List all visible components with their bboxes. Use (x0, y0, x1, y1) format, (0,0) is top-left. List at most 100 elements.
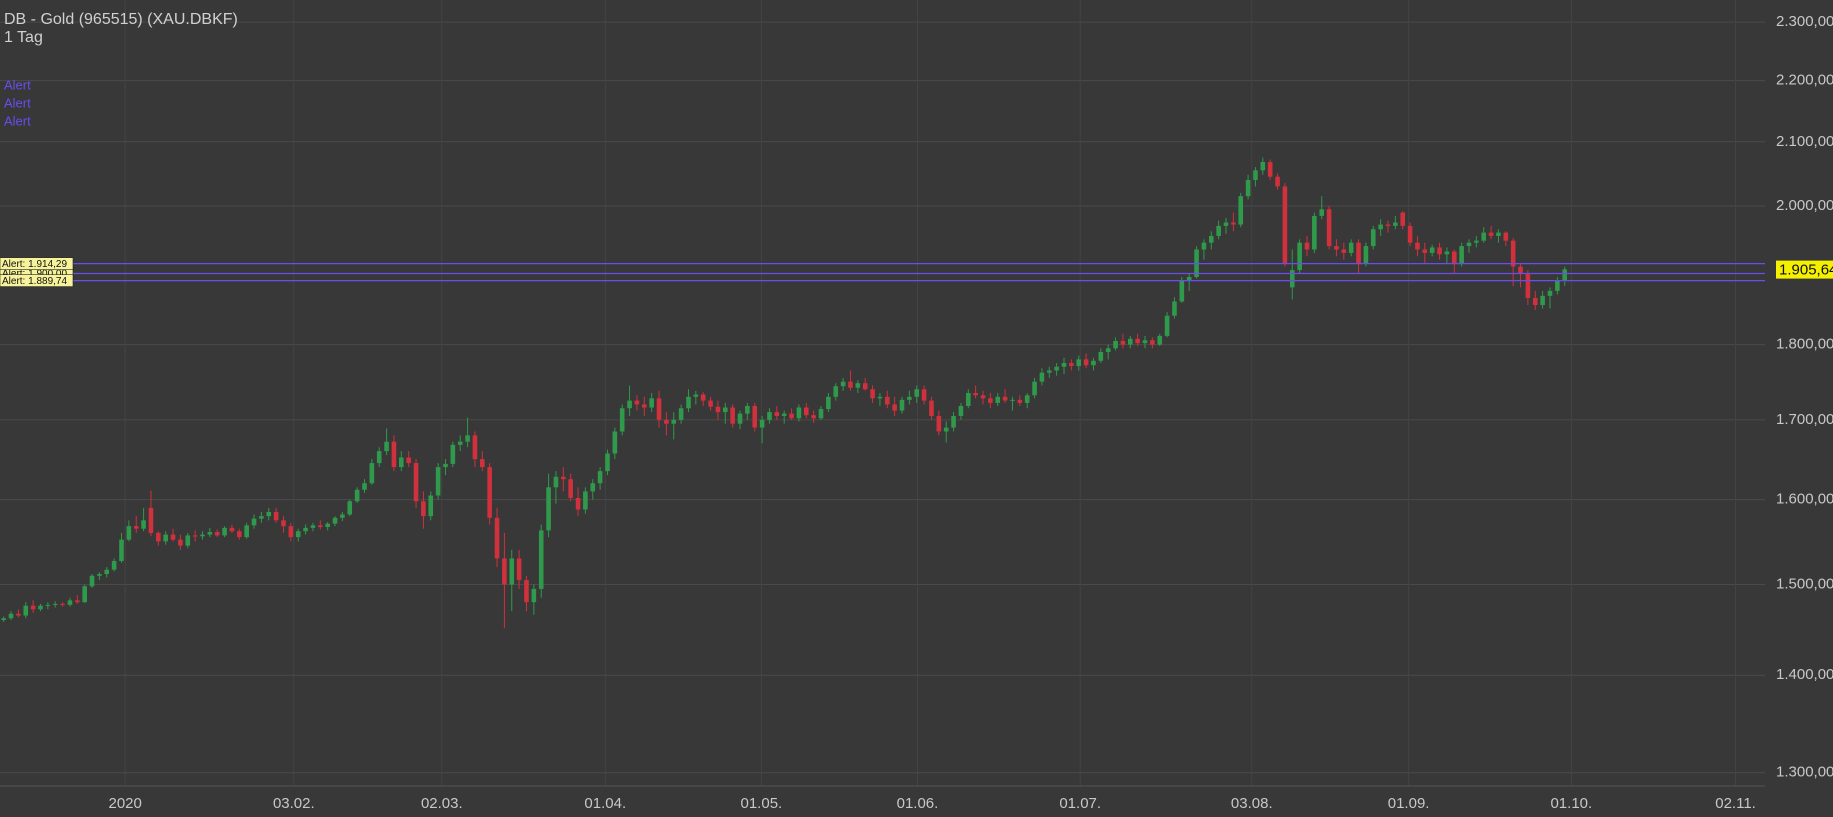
candle-body (494, 517, 500, 559)
candle-body (75, 600, 80, 603)
candle-body (855, 383, 861, 388)
candle-body (222, 527, 227, 536)
candle-body (575, 497, 581, 510)
candle-body (288, 526, 294, 538)
candle-body (399, 457, 404, 468)
alert-label-box (0, 274, 74, 287)
candle-body (1400, 212, 1406, 226)
candle-body (273, 511, 279, 521)
candle-body (560, 476, 566, 480)
candle-body (237, 531, 242, 538)
candle-body (1319, 209, 1325, 216)
x-tick-label: 01.09. (1388, 795, 1430, 812)
candle-body (1503, 232, 1509, 241)
candle-body (347, 501, 353, 515)
candle-body (1407, 225, 1413, 243)
candle-body (1393, 222, 1398, 226)
candle-body (914, 389, 920, 397)
y-tick-label: 2.000,00 (1776, 197, 1833, 214)
candle-body (1348, 242, 1354, 253)
candle-body (251, 518, 257, 526)
candle-body (538, 530, 544, 589)
candle-body (678, 408, 684, 420)
candle-body (318, 525, 323, 528)
y-tick-label: 1.300,00 (1776, 764, 1833, 781)
candle-body (774, 412, 780, 416)
candle-body (833, 386, 839, 397)
y-tick-label: 2.100,00 (1776, 133, 1833, 150)
candle-body (1562, 269, 1568, 281)
candle-body (1466, 242, 1472, 247)
candle-body (119, 539, 124, 562)
candle-body (1216, 225, 1221, 236)
candle-body (612, 431, 618, 454)
candle-body (730, 407, 735, 424)
candle-body (16, 613, 21, 616)
candle-body (178, 539, 183, 546)
candle-body (1459, 246, 1464, 264)
candle-body (1341, 249, 1347, 253)
candle-body (369, 463, 375, 484)
candle-body (1061, 363, 1067, 367)
candle-body (89, 575, 95, 587)
candle-body (1378, 224, 1383, 230)
alert-legend: Alert (4, 113, 31, 128)
candle-body (737, 413, 743, 424)
candle-body (200, 534, 205, 537)
candle-body (141, 520, 146, 529)
candle-body (185, 535, 191, 546)
candle-body (170, 534, 176, 540)
last-price-label: 1.905,64 (1779, 262, 1833, 279)
candle-body (1172, 301, 1177, 316)
candle-body (465, 435, 470, 442)
candle-body (487, 467, 492, 518)
candle-body (1326, 209, 1332, 247)
candle-body (1069, 363, 1074, 366)
candle-body (1547, 290, 1553, 296)
candle-body (1496, 232, 1501, 236)
candle-body (97, 574, 102, 576)
candle-body (995, 396, 1001, 403)
candle-body (229, 527, 235, 532)
candle-body (443, 463, 448, 468)
candle-body (1415, 242, 1420, 250)
candle-body (1451, 251, 1457, 264)
candle-body (1422, 249, 1428, 253)
candle-body (686, 396, 691, 409)
candle-body (597, 471, 603, 484)
candle-body (1312, 215, 1317, 250)
candle-body (1282, 186, 1288, 264)
candle-body (67, 600, 73, 605)
y-tick-label: 1.700,00 (1776, 411, 1833, 428)
candle-body (1363, 246, 1369, 264)
candle-body (951, 415, 956, 428)
candle-body (1201, 242, 1207, 250)
candle-body (1474, 240, 1479, 243)
candle-body (1179, 280, 1185, 302)
candle-body (619, 408, 625, 432)
candle-body (362, 483, 367, 490)
candle-body (1098, 351, 1104, 361)
candle-body (82, 586, 87, 603)
candle-body (1186, 276, 1192, 281)
candle-body (413, 463, 419, 502)
candle-body (1039, 372, 1045, 382)
candle-body (936, 415, 942, 432)
candle-body (583, 491, 588, 510)
candle-body (1267, 162, 1273, 177)
candle-body (45, 604, 51, 606)
candle-body (1157, 335, 1163, 345)
candle-body (892, 404, 897, 411)
candle-body (1518, 266, 1523, 274)
candle-body (656, 398, 662, 420)
x-tick-label: 03.02. (273, 795, 315, 812)
candle-body (641, 404, 647, 408)
candle-body (1540, 295, 1545, 306)
candle-body (450, 444, 456, 464)
candles (1, 157, 1568, 629)
alert-label: Alert: 1.900,00 (2, 269, 67, 280)
candle-body (708, 400, 713, 407)
x-tick-label: 01.07. (1059, 795, 1101, 812)
candle-body (310, 525, 316, 528)
candle-body (1208, 235, 1214, 243)
